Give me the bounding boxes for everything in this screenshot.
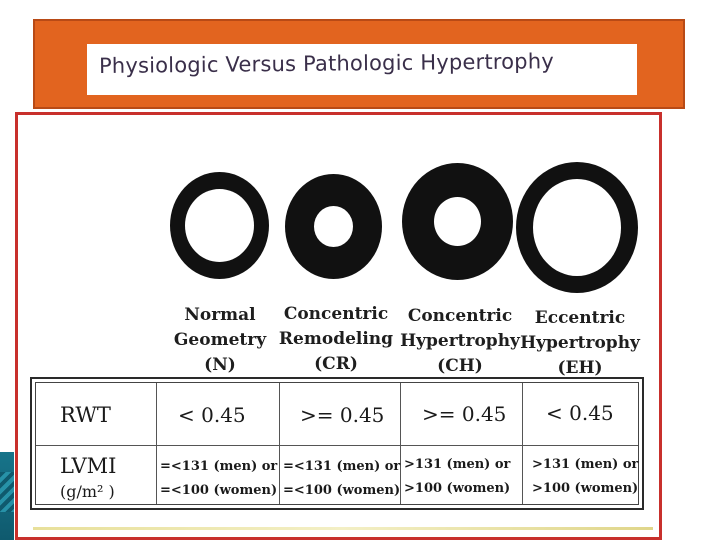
ring-eccentric-hypertrophy [516, 162, 638, 293]
row-header-rwt: RWT [60, 403, 111, 427]
title-plate: Physiologic Versus Pathologic Hypertroph… [87, 44, 637, 95]
decorative-footer-line [33, 527, 653, 530]
classification-table: RWT LVMI (g/m² ) < 0.45 >= 0.45 >= 0.45 … [30, 377, 644, 510]
rwt-value-eccentric-hypertrophy: < 0.45 [546, 401, 614, 425]
title-banner: Physiologic Versus Pathologic Hypertroph… [33, 19, 685, 109]
rwt-value-concentric-hypertrophy: >= 0.45 [422, 402, 507, 426]
table-grid: RWT LVMI (g/m² ) < 0.45 >= 0.45 >= 0.45 … [35, 382, 639, 505]
rwt-value-concentric-remodeling: >= 0.45 [300, 403, 385, 427]
lvmi-value-concentric-hypertrophy: >131 (men) or >100 (women) [404, 457, 511, 496]
label-eccentric-hypertrophy: Eccentric Hypertrophy (EH) [520, 308, 640, 378]
lvmi-value-concentric-remodeling: =<131 (men) or =<100 (women) [283, 459, 401, 498]
lvmi-value-eccentric-hypertrophy: >131 (men) or >100 (women) [532, 457, 639, 496]
ring-concentric-remodeling [285, 174, 382, 279]
lvmi-value-normal: =<131 (men) or =<100 (women) [160, 459, 278, 498]
row-header-lvmi: LVMI (g/m² ) [60, 454, 117, 501]
decorative-side-accent [0, 452, 14, 540]
slide-title: Physiologic Versus Pathologic Hypertroph… [98, 49, 555, 78]
rwt-value-normal: < 0.45 [178, 403, 246, 427]
label-concentric-hypertrophy: Concentric Hypertrophy (CH) [400, 306, 520, 376]
ring-concentric-hypertrophy [402, 163, 513, 280]
label-concentric-remodeling: Concentric Remodeling (CR) [278, 304, 394, 374]
ring-normal-geometry [170, 172, 269, 279]
label-normal-geometry: Normal Geometry (N) [173, 305, 267, 375]
